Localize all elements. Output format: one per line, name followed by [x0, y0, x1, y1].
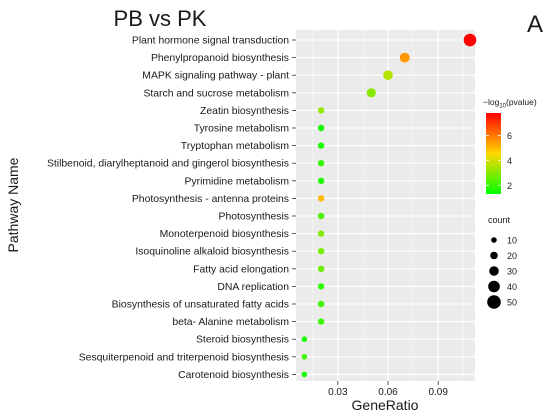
color-legend-title: −log10(pvalue): [483, 97, 537, 110]
color-tick-label: 2: [507, 181, 512, 191]
data-points: [301, 33, 477, 378]
size-legend-label: 10: [507, 236, 517, 246]
size-legend-dot: [491, 237, 497, 243]
color-legend-bar: [486, 113, 501, 194]
chart-title: PB vs PK: [114, 6, 207, 31]
size-legend-label: 50: [507, 298, 517, 308]
color-legend-title-suffix: (pvalue): [506, 97, 537, 107]
data-point: [317, 142, 325, 149]
color-legend-title-prefix: −log: [483, 97, 500, 107]
data-point: [317, 248, 325, 255]
data-point: [301, 371, 308, 378]
x-tick-label: 0.06: [378, 387, 398, 398]
x-tick-label: 0.09: [428, 387, 448, 398]
color-legend-ticks: 2 4 6: [486, 131, 512, 191]
pathway-label: Steroid biosynthesis: [196, 335, 289, 346]
size-legend: count 10 20 30 40 50: [487, 215, 517, 309]
pathway-label: MAPK signaling pathway - plant: [142, 71, 289, 82]
pathway-label: Pyrimidine metabolism: [184, 176, 289, 187]
pathway-label: DNA replication: [217, 282, 289, 293]
grid-lines: [296, 30, 475, 381]
pathway-label: Isoquinoline alkaloid biosynthesis: [135, 247, 289, 258]
pathway-label: Biosynthesis of unsaturated fatty acids: [112, 300, 289, 311]
data-point: [317, 160, 325, 167]
pathway-label: Stilbenoid, diarylheptanoid and gingerol…: [47, 159, 289, 170]
data-point: [317, 177, 325, 184]
pathway-label: Plant hormone signal transduction: [132, 36, 289, 47]
pathway-label: beta- Alanine metabolism: [172, 317, 289, 328]
size-legend-dot: [488, 280, 500, 293]
x-axis-label: GeneRatio: [352, 397, 419, 413]
pathway-label: Photosynthesis - antenna proteins: [132, 194, 289, 205]
data-point: [317, 230, 325, 237]
color-legend-title-sub: 10: [499, 104, 506, 110]
size-legend-dot: [489, 266, 499, 276]
pathway-label: Fatty acid elongation: [193, 264, 289, 275]
x-tick-label: 0.03: [328, 387, 348, 398]
color-tick-label: 6: [507, 131, 512, 141]
data-point: [301, 354, 308, 360]
x-axis-ticks: 0.03 0.06 0.09: [328, 381, 448, 398]
data-point: [463, 33, 477, 47]
pathway-label: Tryptophan metabolism: [181, 141, 289, 152]
data-point: [317, 300, 325, 308]
pathway-labels: Plant hormone signal transduction Phenylp…: [47, 36, 296, 381]
size-legend-label: 20: [507, 251, 517, 261]
pathway-label: Zeatin biosynthesis: [200, 106, 289, 117]
data-point: [366, 88, 376, 98]
pathway-label: Photosynthesis: [219, 212, 289, 223]
data-point: [317, 265, 325, 272]
plot-panel: [296, 30, 475, 381]
size-legend-label: 40: [507, 282, 517, 292]
data-point: [317, 283, 325, 290]
data-point: [317, 124, 325, 132]
size-legend-title: count: [488, 215, 511, 225]
data-point: [317, 212, 325, 220]
data-point: [301, 336, 308, 343]
data-point: [317, 195, 325, 202]
data-point: [317, 318, 325, 325]
size-legend-label: 30: [507, 267, 517, 277]
data-point: [383, 70, 393, 80]
panel-letter: A: [527, 11, 543, 38]
color-legend: −log10(pvalue) 2 4 6: [483, 97, 537, 194]
y-axis-label: Pathway Name: [5, 157, 21, 252]
pathway-label: Monoterpenoid biosynthesis: [160, 229, 289, 240]
pathway-label: Phenylpropanoid biosynthesis: [151, 53, 289, 64]
size-legend-dot: [490, 251, 498, 260]
pathway-label: Carotenoid biosynthesis: [178, 370, 289, 381]
pathway-label: Tyrosine metabolism: [194, 124, 289, 135]
data-point: [317, 107, 325, 114]
pathway-label: Starch and sucrose metabolism: [143, 88, 289, 99]
data-point: [399, 52, 410, 63]
color-tick-label: 4: [507, 156, 512, 166]
size-legend-items: 10 20 30 40 50: [487, 236, 517, 309]
pathway-label: Sesquiterpenoid and triterpenoid biosynt…: [79, 352, 289, 363]
size-legend-dot: [487, 295, 501, 309]
